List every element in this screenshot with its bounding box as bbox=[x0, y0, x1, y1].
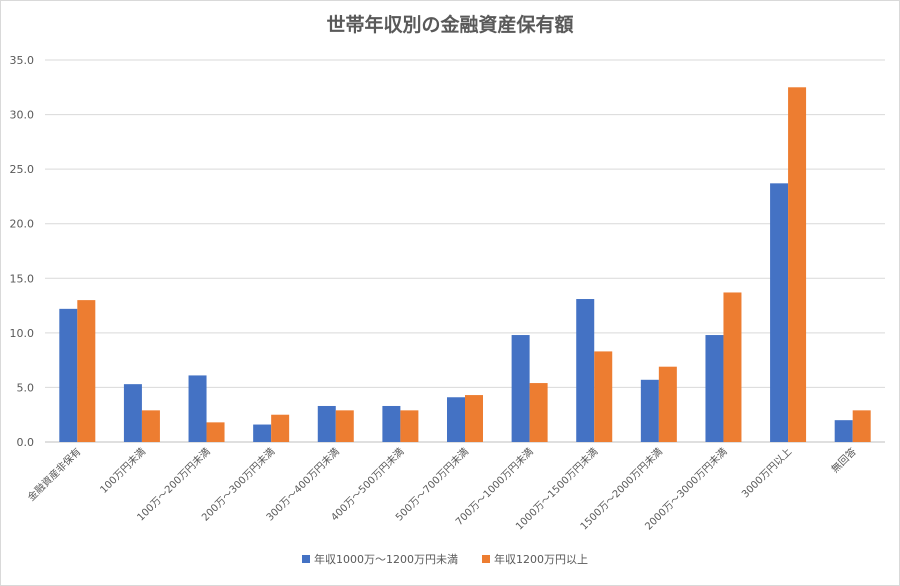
bar-series2-11 bbox=[788, 87, 807, 443]
bar-series1-0 bbox=[59, 308, 78, 442]
x-category-label: 400万～500万円未満 bbox=[329, 446, 407, 524]
bar-series2-3 bbox=[271, 414, 290, 442]
bar-series2-0 bbox=[77, 300, 96, 442]
bar-series1-9 bbox=[640, 379, 659, 442]
bar-series2-5 bbox=[400, 410, 419, 442]
gridlines bbox=[45, 59, 885, 443]
y-tick-label: 0.0 bbox=[17, 436, 35, 449]
bar-series2-12 bbox=[852, 410, 871, 442]
legend-swatch-2 bbox=[482, 555, 490, 563]
bar-series1-3 bbox=[253, 424, 272, 442]
y-tick-label: 35.0 bbox=[10, 54, 35, 67]
y-tick-label: 30.0 bbox=[10, 109, 35, 122]
x-category-label: 3000万円以上 bbox=[739, 446, 794, 501]
legend-label-2: 年収1200万円以上 bbox=[494, 552, 588, 566]
y-tick-label: 25.0 bbox=[10, 163, 35, 176]
bar-series1-11 bbox=[770, 183, 789, 442]
bar-series1-4 bbox=[317, 405, 336, 442]
x-category-label: 200万～300万円未満 bbox=[199, 446, 277, 524]
y-tick-label: 5.0 bbox=[17, 381, 35, 394]
x-category-label: 500万～700万円未満 bbox=[393, 446, 471, 524]
legend-label-1: 年収1000万～1200万円未満 bbox=[314, 552, 458, 566]
bar-series2-4 bbox=[335, 410, 354, 442]
bar-series2-10 bbox=[723, 292, 742, 442]
x-category-label: 100万円未満 bbox=[98, 446, 148, 496]
legend-swatch-1 bbox=[302, 555, 310, 563]
bar-series1-1 bbox=[123, 384, 142, 442]
legend: 年収1000万～1200万円未満 年収1200万円以上 bbox=[302, 552, 588, 566]
bar-series1-2 bbox=[188, 375, 207, 442]
bar-series2-7 bbox=[529, 383, 548, 442]
y-axis-ticks: 0.0 5.0 10.0 15.0 20.0 25.0 30.0 35.0 bbox=[10, 54, 35, 449]
y-tick-label: 20.0 bbox=[10, 218, 35, 231]
bar-series1-5 bbox=[382, 405, 401, 442]
bar-series1-6 bbox=[447, 397, 465, 442]
x-category-label: 100万～200万円未満 bbox=[135, 446, 213, 524]
bar-series1-8 bbox=[576, 299, 595, 442]
bar-series2-1 bbox=[141, 410, 160, 442]
bar-series1-12 bbox=[834, 420, 853, 442]
y-tick-label: 10.0 bbox=[10, 327, 35, 340]
chart-title: 世帯年収別の金融資産保有額 bbox=[326, 13, 573, 36]
x-category-label: 300万～400万円未満 bbox=[264, 446, 342, 524]
bar-series2-6 bbox=[465, 395, 483, 442]
bar-series2-8 bbox=[594, 351, 613, 442]
bar-series1-10 bbox=[705, 335, 724, 442]
x-category-label: 金融資産非保有 bbox=[25, 445, 84, 504]
x-category-label: 無回答 bbox=[828, 445, 858, 475]
bar-series1-7 bbox=[511, 335, 530, 442]
x-axis-labels: 金融資産非保有 100万円未満100万～200万円未満200万～300万円未満30… bbox=[25, 445, 859, 533]
bars bbox=[59, 87, 871, 443]
bar-series2-2 bbox=[206, 422, 225, 442]
bar-series2-9 bbox=[658, 366, 677, 442]
y-tick-label: 15.0 bbox=[10, 272, 35, 285]
